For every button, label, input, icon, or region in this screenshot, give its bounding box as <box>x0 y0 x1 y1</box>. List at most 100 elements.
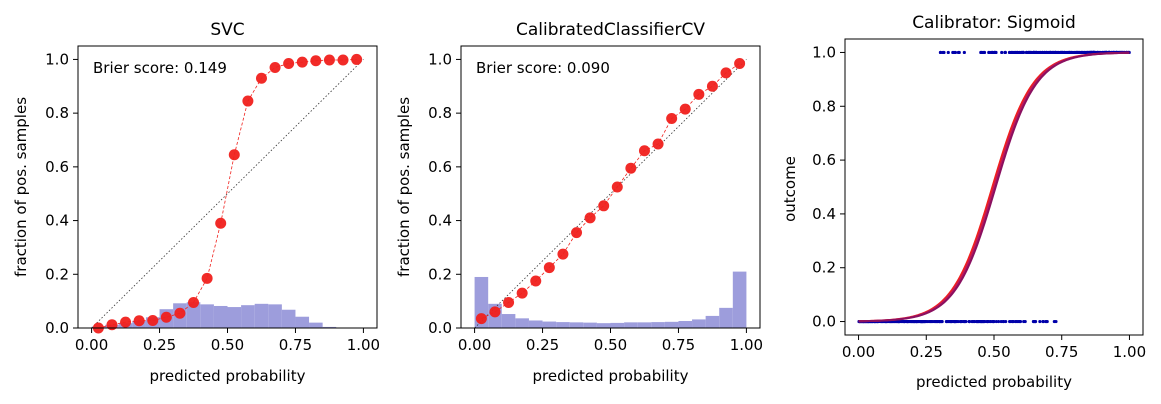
calibration-point <box>188 296 200 308</box>
perfect-calibration-line <box>91 59 364 329</box>
panel-title: Calibrator: Sigmoid <box>912 13 1076 33</box>
outcome-point <box>1009 50 1014 55</box>
outcome-point <box>987 50 991 55</box>
outcome-point <box>958 319 963 324</box>
histogram-bar <box>268 304 282 328</box>
outcome-point <box>1018 319 1022 324</box>
calibration-point <box>120 316 132 328</box>
calibration-point <box>489 306 501 318</box>
y-tick-label: 0.4 <box>45 212 69 230</box>
panel-title: CalibratedClassifierCV <box>516 20 705 40</box>
outcome-point <box>1028 50 1032 55</box>
y-tick-label: 0.2 <box>428 265 452 283</box>
x-tick-label: 0.75 <box>662 336 695 354</box>
calibration-point <box>638 145 650 157</box>
calibration-point <box>666 113 678 125</box>
y-tick-label: 0.0 <box>428 319 452 337</box>
outcome-point <box>1053 50 1058 55</box>
histogram-bar <box>528 320 543 328</box>
x-tick-label: 0.75 <box>1045 343 1078 361</box>
y-tick-label: 0.4 <box>812 205 836 223</box>
x-tick-label: 0.50 <box>211 336 244 354</box>
sigmoid-curve <box>858 51 1130 323</box>
outcome-point <box>1073 50 1077 55</box>
outcome-point <box>1059 50 1063 55</box>
y-tick-label: 1.0 <box>428 50 452 68</box>
outcome-point <box>937 319 941 324</box>
histogram-bar <box>569 322 584 328</box>
x-tick-label: 0.25 <box>143 336 176 354</box>
calibration-point <box>598 200 610 212</box>
outcome-point <box>949 319 953 324</box>
outcome-point <box>1039 50 1043 55</box>
histogram-bar <box>596 323 611 328</box>
calibration-point <box>571 227 583 239</box>
y-tick-label: 1.0 <box>812 43 836 61</box>
calibration-point <box>503 296 515 308</box>
calibration-point <box>734 57 746 69</box>
histogram-bar <box>501 314 516 328</box>
calibration-point <box>693 88 705 100</box>
outcome-point <box>1051 50 1055 55</box>
outcome-point <box>1044 319 1048 324</box>
outcome-point <box>1078 50 1082 55</box>
outcome-point <box>1000 50 1004 55</box>
outcome-point <box>1070 50 1074 55</box>
outcome-point <box>967 319 972 324</box>
outcome-point <box>1001 319 1005 324</box>
histogram-bar <box>200 304 214 328</box>
histogram-bar <box>664 321 679 328</box>
x-axis-label: predicted probability <box>150 367 306 385</box>
outcome-point <box>1014 319 1018 324</box>
calibration-point <box>323 54 335 66</box>
outcome-point <box>982 50 986 55</box>
x-tick-label: 0.25 <box>910 343 943 361</box>
calibration-point <box>706 80 718 92</box>
calibration-point <box>106 319 118 331</box>
outcome-point <box>1032 50 1036 55</box>
outcome-point <box>1004 319 1008 324</box>
calibration-point <box>242 95 254 107</box>
calibration-point <box>611 181 623 193</box>
outcome-point <box>953 50 958 55</box>
y-tick-label: 0.8 <box>812 97 836 115</box>
calibration-point <box>283 57 295 69</box>
outcome-point <box>955 319 959 324</box>
calibration-point <box>679 103 691 115</box>
calibration-point <box>625 162 637 174</box>
y-axis-label: fraction of pos. samples <box>12 97 30 277</box>
outcome-point <box>1041 319 1045 324</box>
outcome-point <box>914 319 918 324</box>
calibrated-classifier-panel: CalibratedClassifierCV Brier score: 0.09… <box>395 20 763 385</box>
histogram-bar <box>227 307 242 328</box>
outcome-point <box>988 319 992 324</box>
y-tick-label: 0.2 <box>812 259 836 277</box>
y-tick-label: 1.0 <box>45 50 69 68</box>
histogram-bar <box>637 322 652 328</box>
outcome-point <box>939 50 943 55</box>
calibration-point <box>174 307 186 319</box>
calibration-point <box>543 262 555 274</box>
outcome-point <box>940 319 944 324</box>
brier-score-label: Brier score: 0.090 <box>476 59 610 77</box>
outcome-point <box>985 319 989 324</box>
outcome-point <box>1003 50 1007 55</box>
calibration-point <box>133 315 145 327</box>
calibration-point <box>652 138 664 150</box>
x-axis-label: predicted probability <box>916 373 1072 391</box>
histogram-bar <box>281 309 296 328</box>
calibration-point <box>720 67 732 79</box>
calibration-point <box>475 313 487 325</box>
outcome-point <box>1086 50 1090 55</box>
x-tick-label: 1.00 <box>347 336 380 354</box>
x-tick-label: 0.25 <box>526 336 559 354</box>
outcome-point <box>933 319 937 324</box>
outcome-point <box>1024 50 1029 55</box>
outcome-point <box>976 319 980 324</box>
histogram-bar <box>322 326 337 328</box>
outcome-point <box>962 50 966 55</box>
histogram-bar <box>515 318 529 328</box>
calibration-point <box>296 56 308 68</box>
calibration-point <box>557 248 569 260</box>
outcome-point <box>1012 319 1016 324</box>
